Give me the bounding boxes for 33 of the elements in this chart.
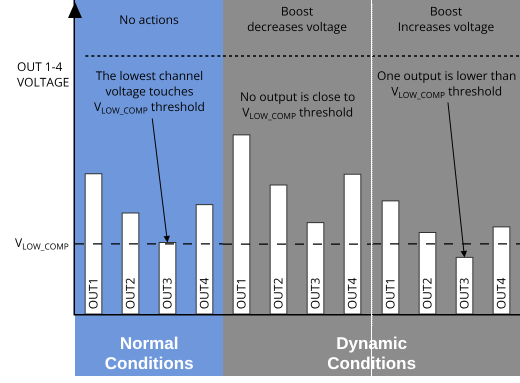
bar [492, 226, 510, 314]
annotation: The lowest channel voltage touches V$_{LOW_COMP}$ threshold [94, 67, 205, 117]
x-tick-label: OUT1 [232, 278, 250, 310]
ref-line-label: OUT 1-4 VOLTAGE [17, 58, 70, 91]
chart-title: Boost Increases voltage [397, 2, 494, 36]
text: No output is close to V$_{LOW_COMP}$ threshold [240, 88, 356, 122]
x-tick-label: OUT4 [492, 278, 510, 310]
chart-title: Boost decreases voltage [247, 2, 348, 36]
x-tick-label: OUT2 [121, 278, 138, 310]
ref-line-label: V$_{LOW_COMP}$ [15, 234, 69, 253]
bar [233, 134, 251, 314]
x-tick-label: OUT4 [344, 278, 361, 310]
x-axis-title: Normal Conditions [104, 334, 195, 374]
bar [270, 184, 288, 314]
bar [418, 232, 436, 314]
annotation: One output is lower than V$_{LOW_COMP}$ threshold [376, 67, 516, 102]
x-tick-label: OUT2 [418, 278, 436, 310]
bar [455, 256, 473, 314]
bar [381, 200, 399, 314]
x-tick-label: OUT3 [455, 278, 472, 310]
bar [158, 242, 176, 314]
x-tick-label: OUT3 [306, 278, 324, 310]
x-tick-label: OUT1 [381, 278, 398, 310]
bar [307, 222, 325, 314]
x-tick-label: OUT1 [84, 278, 102, 310]
bar [84, 173, 102, 314]
bar [196, 204, 214, 314]
chart-title: No actions [119, 11, 179, 28]
x-tick-label: OUT2 [270, 278, 287, 310]
bar [122, 212, 140, 314]
bar [344, 174, 362, 314]
x-tick-label: OUT4 [195, 278, 212, 310]
x-tick-label: OUT3 [158, 278, 176, 310]
